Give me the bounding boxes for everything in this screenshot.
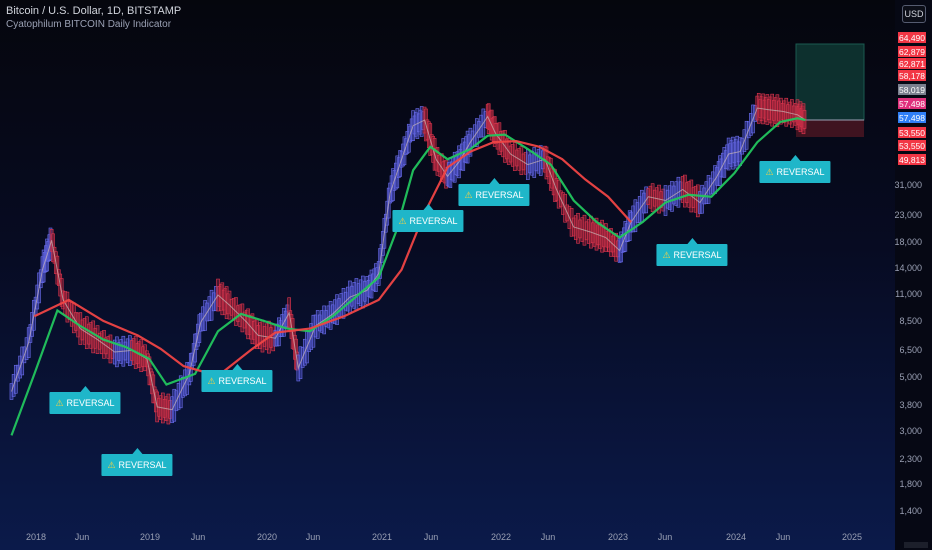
- y-tick-label: 1,400: [899, 506, 922, 516]
- y-tick-label: 3,000: [899, 426, 922, 436]
- warning-icon: ⚠: [662, 249, 671, 260]
- reversal-label: ⚠ REVERSAL: [392, 204, 464, 232]
- warning-icon: ⚠: [207, 375, 216, 386]
- reversal-label: ⚠ REVERSAL: [49, 386, 121, 414]
- reversal-label: ⚠ REVERSAL: [759, 155, 831, 183]
- symbol-title: Bitcoin / U.S. Dollar, 1D, BITSTAMP: [6, 5, 182, 17]
- y-tick-label: 3,800: [899, 400, 922, 410]
- price-tag: 58,019: [898, 84, 926, 95]
- x-tick-label: Jun: [540, 532, 556, 542]
- y-tick-label: 5,000: [899, 372, 922, 382]
- reversal-text: REVERSAL: [66, 398, 115, 408]
- reversal-text: REVERSAL: [475, 190, 524, 200]
- price-tag: 53,550: [898, 127, 926, 138]
- price-tag: 57,498: [898, 98, 926, 109]
- reversal-label: ⚠ REVERSAL: [656, 238, 728, 266]
- x-tick-label: 2021: [371, 532, 393, 542]
- price-tag: 58,178: [898, 70, 926, 81]
- y-tick-label: 18,000: [894, 237, 922, 247]
- reversal-label: ⚠ REVERSAL: [458, 178, 530, 206]
- red-ma-line: [33, 139, 632, 378]
- price-line: [11, 107, 806, 411]
- warning-icon: ⚠: [765, 166, 774, 177]
- x-tick-label: Jun: [657, 532, 673, 542]
- y-tick-label: 8,500: [899, 316, 922, 326]
- reversal-label: ⚠ REVERSAL: [101, 448, 173, 476]
- price-tag: 49,813: [898, 154, 926, 165]
- price-tag: 53,550: [898, 140, 926, 151]
- x-tick-label: Jun: [190, 532, 206, 542]
- x-tick-label: 2025: [841, 532, 863, 542]
- y-tick-label: 11,000: [895, 289, 922, 299]
- reversal-text: REVERSAL: [118, 460, 167, 470]
- price-tag: 64,490: [898, 32, 926, 43]
- price-tag: 57,498: [898, 112, 926, 123]
- reversal-label: ⚠ REVERSAL: [201, 364, 273, 392]
- price-tag: 62,871: [898, 58, 926, 69]
- x-tick-label: Jun: [305, 532, 321, 542]
- profit-zone[interactable]: [795, 43, 865, 121]
- x-tick-label: 2022: [490, 532, 512, 542]
- price-axis-bg: [895, 0, 932, 550]
- reversal-text: REVERSAL: [218, 376, 267, 386]
- x-tick-label: 2023: [607, 532, 629, 542]
- currency-button[interactable]: USD: [902, 5, 926, 23]
- y-tick-label: 23,000: [894, 210, 922, 220]
- warning-icon: ⚠: [107, 459, 116, 470]
- y-tick-label: 14,000: [894, 263, 922, 273]
- reversal-text: REVERSAL: [673, 250, 722, 260]
- reversal-text: REVERSAL: [409, 216, 458, 226]
- y-tick-label: 2,300: [899, 454, 922, 464]
- indicator-title: Cyatophilum BITCOIN Daily Indicator: [6, 19, 172, 30]
- warning-icon: ⚠: [55, 397, 64, 408]
- reversal-text: REVERSAL: [776, 167, 825, 177]
- y-tick-label: 1,800: [899, 479, 922, 489]
- green-ma-line: [10, 117, 806, 436]
- x-tick-label: 2019: [139, 532, 161, 542]
- x-tick-label: Jun: [775, 532, 791, 542]
- x-tick-label: Jun: [423, 532, 439, 542]
- y-tick-label: 31,000: [894, 180, 922, 190]
- y-tick-label: 6,500: [899, 345, 922, 355]
- loss-zone[interactable]: [796, 120, 864, 137]
- x-tick-label: 2024: [725, 532, 747, 542]
- x-tick-label: 2018: [25, 532, 47, 542]
- scroll-indicator: [904, 542, 928, 548]
- price-tag: 62,879: [898, 46, 926, 57]
- warning-icon: ⚠: [398, 215, 407, 226]
- warning-icon: ⚠: [464, 189, 473, 200]
- x-tick-label: 2020: [256, 532, 278, 542]
- x-tick-label: Jun: [74, 532, 90, 542]
